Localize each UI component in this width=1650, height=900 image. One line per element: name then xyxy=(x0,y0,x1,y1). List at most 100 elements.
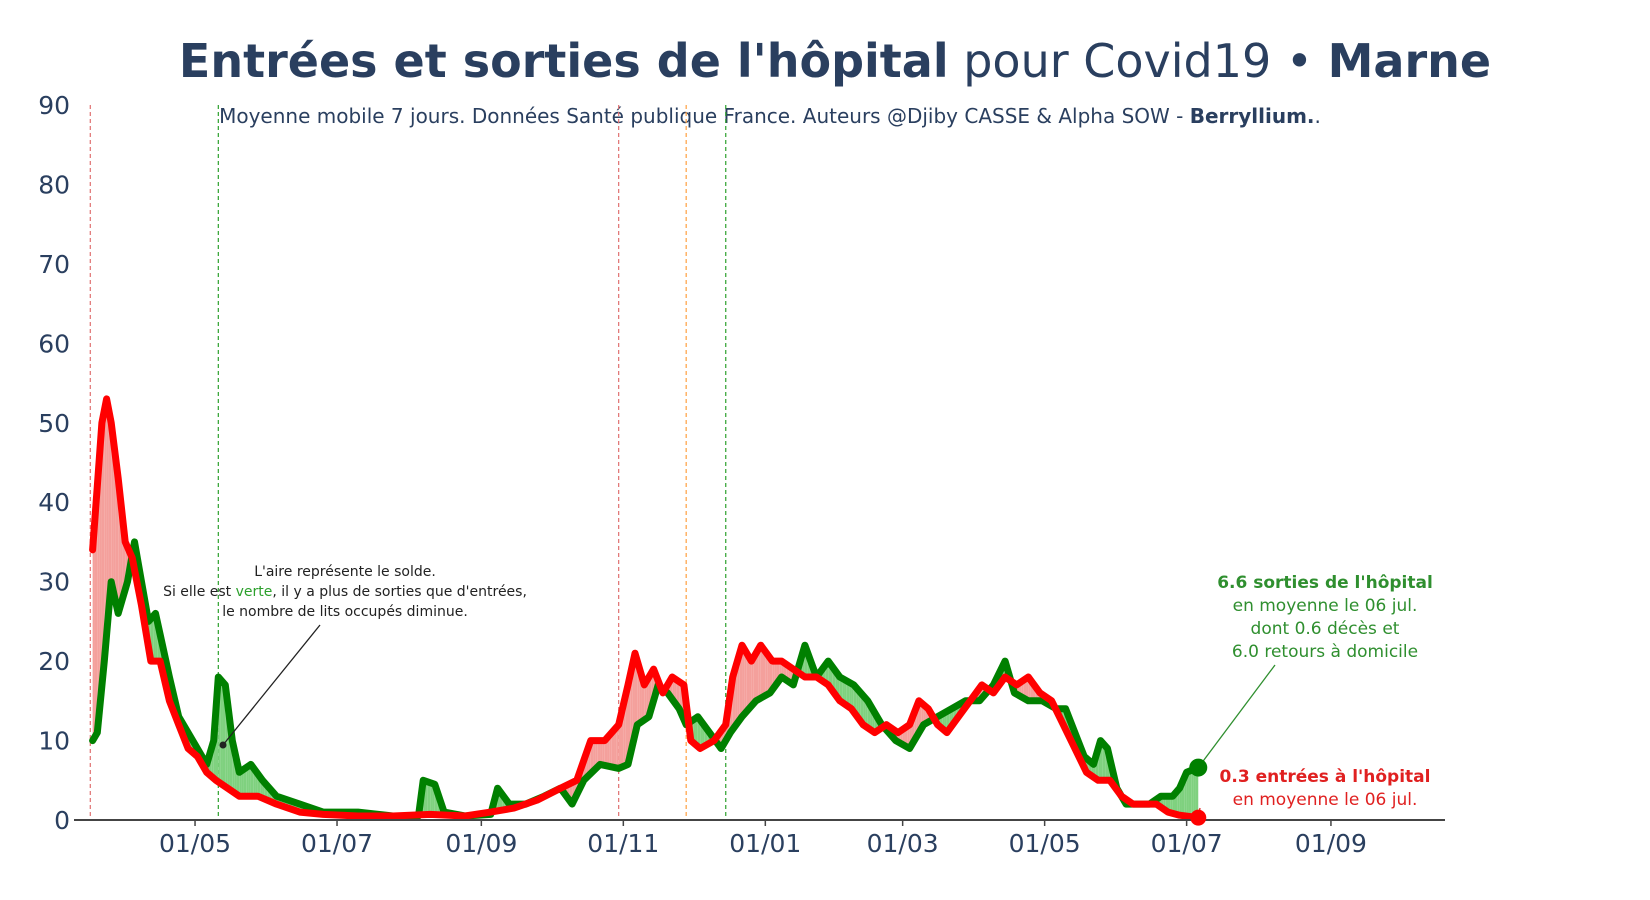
x-tick-label: 01/11 xyxy=(587,829,659,858)
subtitle-brand: Berryllium. xyxy=(1189,104,1315,128)
balance-area-green xyxy=(1170,796,1173,814)
balance-area-red xyxy=(756,649,759,701)
x-tick-label: 01/09 xyxy=(1295,829,1367,858)
balance-area-green xyxy=(248,764,251,797)
x-tick-label: 01/03 xyxy=(867,829,939,858)
balance-area-red xyxy=(108,410,112,609)
entrees-ann-line1: 0.3 entrées à l'hôpital xyxy=(1220,767,1431,787)
balance-area-green xyxy=(849,682,852,709)
balance-area-green xyxy=(241,769,244,797)
area-note-line2-pre: Si elle est xyxy=(163,584,236,600)
balance-area-green xyxy=(220,679,223,786)
balance-area-red xyxy=(92,518,95,741)
entrees-annotation: 0.3 entrées à l'hôpital en moyenne le 06… xyxy=(1190,767,1430,826)
balance-area-red xyxy=(614,727,617,768)
x-tick-label: 01/01 xyxy=(729,829,801,858)
x-axis-ticks: 01/05 01/07 01/09 01/11 01/01 01/03 01/05 01/07… xyxy=(159,820,1367,858)
balance-area-green xyxy=(1191,769,1194,818)
entrees-last-marker xyxy=(1190,809,1207,826)
chart-title-normal: pour Covid19 • xyxy=(948,34,1328,88)
sorties-annotation: 6.6 sorties de l'hôpital en moyenne le 0… xyxy=(1189,573,1433,777)
balance-area-red xyxy=(101,410,105,685)
sorties-ann-line2: en moyenne le 06 jul. xyxy=(1233,596,1418,616)
balance-area-green xyxy=(1186,771,1189,817)
balance-area-green xyxy=(851,683,854,712)
balance-area-green xyxy=(1193,768,1196,818)
balance-area-red xyxy=(593,740,596,772)
balance-area-red xyxy=(762,648,766,697)
x-tick-label: 01/07 xyxy=(301,829,373,858)
balance-area-red xyxy=(744,649,747,715)
balance-area-green xyxy=(844,679,847,706)
balance-area-red xyxy=(609,732,612,767)
area-note-line2-post: , il y a plus de sorties que d'entrées, xyxy=(272,584,527,600)
balance-area-red xyxy=(753,653,757,704)
balance-area-green xyxy=(425,781,428,815)
y-axis-ticks: 0 10 20 30 40 50 60 70 80 90 xyxy=(38,91,70,835)
area-note-arrow-dot xyxy=(219,741,227,749)
area-note-line1: L'aire représente le solde. xyxy=(254,564,436,580)
balance-area-green xyxy=(863,695,866,727)
balance-area-red xyxy=(765,651,768,696)
balance-area-green xyxy=(246,765,249,797)
x-tick-label: 01/05 xyxy=(1009,829,1081,858)
y-tick-label: 70 xyxy=(38,250,70,279)
area-note-line3: le nombre de lits occupés diminue. xyxy=(222,604,468,620)
y-tick-label: 60 xyxy=(38,329,70,358)
balance-area-red xyxy=(758,645,761,700)
balance-area-red xyxy=(760,645,763,699)
chart-subtitle: Moyenne mobile 7 jours. Données Santé pu… xyxy=(120,104,1420,128)
area-note-line2: Si elle est verte, il y a plus de sortie… xyxy=(163,584,527,600)
area-note-line2-green: verte xyxy=(236,584,273,600)
balance-area-red xyxy=(595,740,598,769)
y-tick-label: 0 xyxy=(54,806,70,835)
balance-area-green xyxy=(846,680,850,708)
balance-area-red xyxy=(767,654,770,695)
chart-title-bold: Entrées et sorties de l'hôpital xyxy=(178,34,949,88)
balance-area-green xyxy=(1188,770,1192,817)
balance-area-green xyxy=(222,682,226,787)
balance-area-green xyxy=(430,782,433,815)
balance-area-green xyxy=(427,781,431,815)
subtitle-suffix: . xyxy=(1314,104,1321,128)
balance-area-red xyxy=(739,645,743,720)
y-tick-label: 30 xyxy=(38,568,70,597)
y-tick-label: 80 xyxy=(38,170,70,199)
balance-area-red xyxy=(104,398,107,662)
balance-area-red xyxy=(106,398,109,635)
balance-area-red xyxy=(751,657,754,707)
balance-area-red xyxy=(602,740,605,766)
y-tick-label: 40 xyxy=(38,488,70,517)
sorties-ann-line3: dont 0.6 décès et xyxy=(1251,619,1400,639)
balance-area-red xyxy=(769,657,773,693)
balance-area-green xyxy=(1195,767,1199,818)
entrees-ann-line2: en moyenne le 06 jul. xyxy=(1233,790,1418,810)
balance-area-red xyxy=(604,737,608,766)
subtitle-text: Moyenne mobile 7 jours. Données Santé pu… xyxy=(219,104,1190,128)
balance-area-green xyxy=(842,678,845,705)
x-tick-label: 01/07 xyxy=(1151,829,1223,858)
balance-area-green xyxy=(1102,743,1106,781)
balance-area-red xyxy=(111,422,114,593)
balance-area-red xyxy=(644,680,647,720)
sorties-last-marker xyxy=(1189,758,1208,777)
balance-area-red xyxy=(749,657,752,709)
y-tick-label: 10 xyxy=(38,727,70,756)
chart-title: Entrées et sorties de l'hôpital pour Cov… xyxy=(0,34,1650,88)
balance-area-red xyxy=(746,653,750,712)
y-tick-label: 20 xyxy=(38,647,70,676)
y-tick-label: 90 xyxy=(38,91,70,120)
y-tick-label: 50 xyxy=(38,409,70,438)
x-tick-label: 01/09 xyxy=(445,829,517,858)
balance-area-red xyxy=(616,724,619,769)
area-note-arrow xyxy=(222,624,321,746)
series-lines xyxy=(89,395,1202,822)
balance-area-red xyxy=(607,735,610,767)
balance-area-red xyxy=(742,645,745,717)
chart-title-region: Marne xyxy=(1327,34,1492,88)
balance-area-red xyxy=(634,653,638,735)
series-line-entrées xyxy=(89,395,1202,822)
balance-area-green xyxy=(239,770,242,797)
sorties-ann-line4: 6.0 retours à domicile xyxy=(1232,642,1418,662)
